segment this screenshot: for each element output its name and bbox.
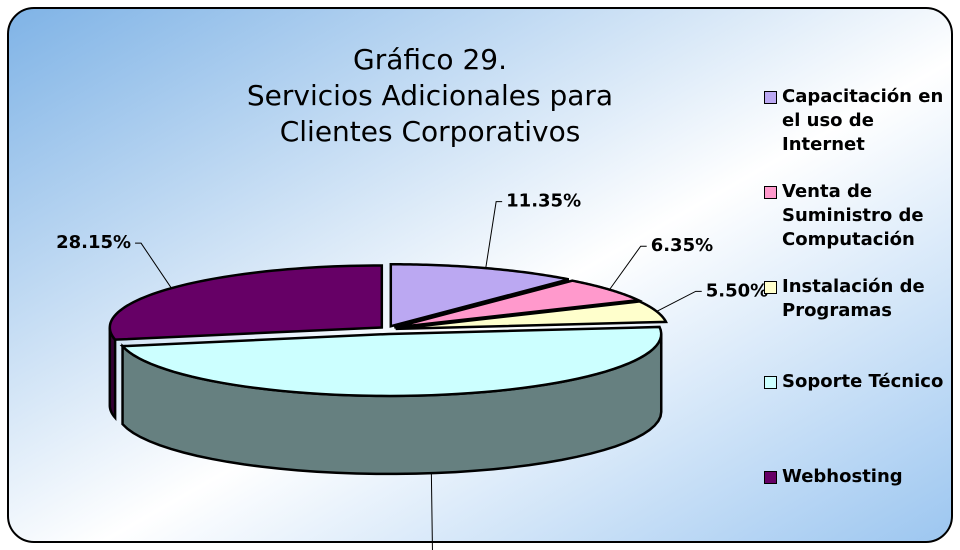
- legend-swatch: [764, 281, 777, 294]
- legend-item: Instalación de Programas: [762, 275, 952, 323]
- legend-label: Instalación de Programas: [782, 276, 925, 321]
- legend-item: Capacitación en el uso de Internet: [762, 85, 952, 157]
- legend-swatch: [764, 376, 777, 389]
- legend-label: Venta de Suministro de Computación: [782, 181, 924, 250]
- chart-title-block: Gráfico 29. Servicios Adicionales para C…: [210, 42, 650, 150]
- legend-swatch: [764, 186, 777, 199]
- pie: 11.35%6.35%5.50%48.65%28.15%: [56, 191, 768, 550]
- legend-swatch: [764, 471, 777, 484]
- legend-item: Soporte Técnico: [762, 370, 952, 394]
- leader-line: [135, 242, 172, 289]
- slice: [119, 325, 663, 398]
- slice: [395, 300, 668, 331]
- value-label: 5.50%: [706, 280, 768, 301]
- legend-item: Venta de Suministro de Computación: [762, 180, 952, 252]
- legend-label: Capacitación en el uso de Internet: [782, 86, 944, 155]
- legend-label: Webhosting: [782, 466, 903, 487]
- chart-subtitle: Servicios Adicionales para Clientes Corp…: [246, 79, 614, 148]
- value-label: 28.15%: [56, 232, 131, 253]
- slice: [108, 264, 384, 341]
- leader-line: [656, 290, 702, 312]
- value-label: 11.35%: [506, 191, 581, 212]
- legend-label: Soporte Técnico: [782, 371, 944, 392]
- leader-line: [430, 473, 433, 550]
- value-label: 6.35%: [651, 235, 713, 256]
- slice-side: [108, 327, 117, 422]
- leader-line: [485, 201, 503, 269]
- chart-title: Gráfico 29.: [353, 43, 507, 76]
- leader-line: [609, 245, 647, 290]
- legend-swatch: [764, 91, 777, 104]
- legend-item: Webhosting: [762, 465, 952, 489]
